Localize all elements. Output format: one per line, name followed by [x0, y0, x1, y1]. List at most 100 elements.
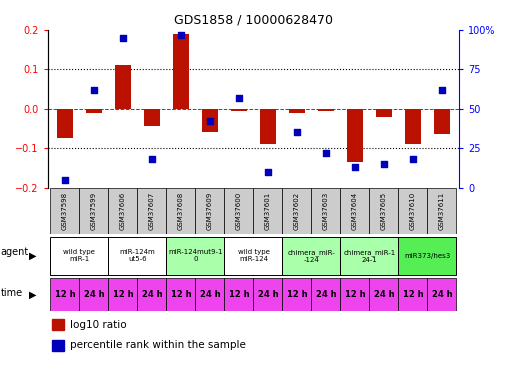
Bar [108, 278, 137, 310]
Point [351, 164, 359, 170]
Text: 12 h: 12 h [403, 290, 423, 299]
Bar [224, 237, 282, 275]
Text: 12 h: 12 h [229, 290, 249, 299]
Text: GSM37603: GSM37603 [323, 192, 329, 230]
Point [148, 156, 156, 162]
Bar [166, 278, 195, 310]
Text: 12 h: 12 h [287, 290, 307, 299]
Text: GSM37606: GSM37606 [120, 192, 126, 230]
Text: 12 h: 12 h [112, 290, 133, 299]
Bar [86, 109, 102, 112]
Point [293, 129, 301, 135]
Point [322, 150, 330, 156]
Bar [370, 188, 399, 234]
Bar [52, 339, 64, 351]
Bar [137, 188, 166, 234]
Bar [173, 34, 189, 109]
Text: GSM37599: GSM37599 [91, 192, 97, 230]
Text: percentile rank within the sample: percentile rank within the sample [70, 340, 246, 350]
Text: miR-124m
ut5-6: miR-124m ut5-6 [119, 249, 155, 262]
Text: GSM37607: GSM37607 [149, 192, 155, 230]
Text: 24 h: 24 h [316, 290, 336, 299]
Bar [166, 237, 224, 275]
Point [177, 32, 185, 38]
Bar [399, 278, 428, 310]
Bar [282, 188, 312, 234]
Text: 24 h: 24 h [374, 290, 394, 299]
Text: 12 h: 12 h [345, 290, 365, 299]
Point [409, 156, 417, 162]
Bar [137, 278, 166, 310]
Bar [224, 278, 253, 310]
Bar [79, 188, 108, 234]
Bar [376, 109, 392, 117]
Bar [52, 319, 64, 330]
Point [438, 87, 446, 93]
Point [119, 35, 127, 41]
Text: ▶: ▶ [29, 251, 36, 261]
Bar [57, 109, 73, 138]
Bar [405, 109, 421, 144]
Bar [312, 278, 341, 310]
Text: 24 h: 24 h [258, 290, 278, 299]
Text: chimera_miR-
-124: chimera_miR- -124 [288, 249, 335, 263]
Bar [195, 188, 224, 234]
Bar [108, 188, 137, 234]
Bar [341, 237, 399, 275]
Bar [347, 109, 363, 162]
Text: GSM37605: GSM37605 [381, 192, 387, 230]
Text: GSM37610: GSM37610 [410, 192, 416, 230]
Bar [289, 109, 305, 112]
Bar [282, 237, 341, 275]
Text: GSM37600: GSM37600 [236, 192, 242, 230]
Bar [428, 188, 457, 234]
Point [235, 95, 243, 101]
Point [380, 161, 388, 167]
Bar [253, 188, 282, 234]
Bar [399, 188, 428, 234]
Bar [50, 237, 108, 275]
Bar [166, 188, 195, 234]
Text: 24 h: 24 h [83, 290, 104, 299]
Bar [260, 109, 276, 144]
Bar [108, 237, 166, 275]
Text: time: time [1, 288, 23, 297]
Point [61, 177, 69, 183]
Bar [202, 109, 218, 132]
Bar [253, 278, 282, 310]
Bar [428, 278, 457, 310]
Point [90, 87, 98, 93]
Bar [79, 278, 108, 310]
Bar [312, 188, 341, 234]
Bar [434, 109, 450, 134]
Text: wild type
miR-1: wild type miR-1 [63, 249, 96, 262]
Text: 24 h: 24 h [142, 290, 162, 299]
Text: 24 h: 24 h [432, 290, 452, 299]
Text: GSM37611: GSM37611 [439, 192, 445, 230]
Point [206, 118, 214, 124]
Text: GSM37602: GSM37602 [294, 192, 300, 230]
Text: miR373/hes3: miR373/hes3 [404, 253, 450, 259]
Bar [370, 278, 399, 310]
Bar [224, 188, 253, 234]
Text: 24 h: 24 h [200, 290, 220, 299]
Text: GSM37598: GSM37598 [62, 192, 68, 230]
Bar [399, 237, 457, 275]
Bar [318, 109, 334, 111]
Bar [282, 278, 312, 310]
Text: 12 h: 12 h [171, 290, 191, 299]
Text: chimera_miR-1
24-1: chimera_miR-1 24-1 [343, 249, 395, 263]
Text: log10 ratio: log10 ratio [70, 320, 127, 330]
Bar [341, 188, 370, 234]
Bar [50, 188, 79, 234]
Bar [231, 109, 247, 111]
Bar [115, 65, 131, 109]
Point [263, 169, 272, 175]
Text: 12 h: 12 h [54, 290, 75, 299]
Bar [144, 109, 160, 126]
Text: GSM37608: GSM37608 [178, 192, 184, 230]
Bar [195, 278, 224, 310]
Bar [50, 278, 79, 310]
Text: GSM37601: GSM37601 [265, 192, 271, 230]
Bar [341, 278, 370, 310]
